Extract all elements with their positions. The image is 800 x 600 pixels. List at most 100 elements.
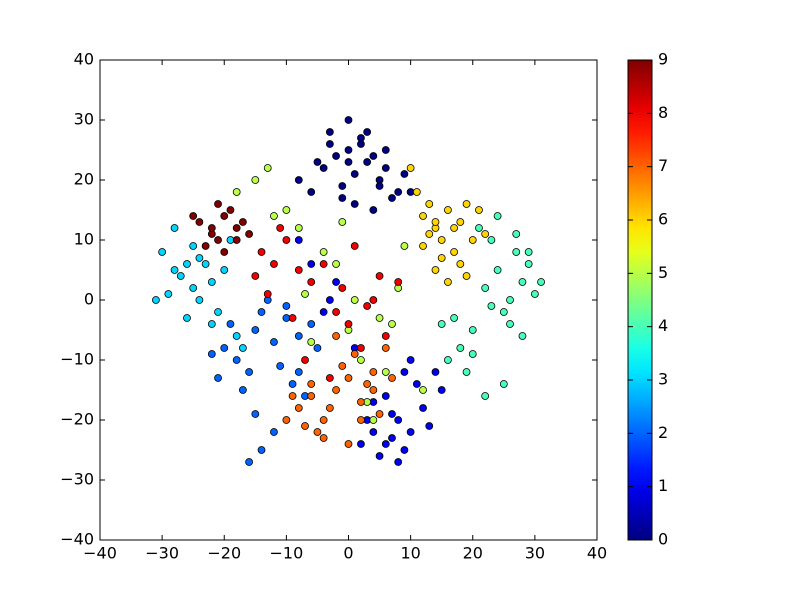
point bbox=[357, 440, 365, 448]
point bbox=[170, 266, 179, 274]
point bbox=[214, 308, 222, 316]
point bbox=[388, 320, 396, 328]
point bbox=[350, 296, 359, 304]
point bbox=[481, 392, 490, 400]
point bbox=[537, 278, 545, 286]
point bbox=[325, 296, 334, 304]
colorbar-tick-label: 5 bbox=[658, 263, 668, 282]
point bbox=[506, 320, 514, 328]
plot-frame bbox=[99, 59, 598, 541]
point bbox=[456, 260, 465, 268]
colorbar-tick-label: 2 bbox=[658, 423, 668, 442]
point bbox=[251, 326, 260, 334]
colorbar-tick-label: 0 bbox=[658, 530, 668, 549]
point bbox=[294, 368, 303, 376]
point bbox=[344, 320, 353, 328]
point bbox=[325, 140, 334, 148]
point bbox=[282, 416, 291, 424]
point bbox=[307, 392, 316, 400]
point bbox=[164, 290, 173, 298]
point bbox=[437, 254, 446, 262]
point bbox=[388, 374, 396, 382]
point bbox=[375, 182, 384, 190]
point bbox=[332, 260, 340, 268]
point bbox=[369, 416, 378, 424]
point bbox=[388, 410, 396, 418]
colorbar bbox=[627, 59, 653, 541]
point bbox=[369, 152, 378, 160]
point bbox=[518, 332, 527, 340]
point bbox=[263, 290, 272, 298]
point bbox=[394, 458, 403, 466]
point bbox=[344, 116, 353, 124]
point bbox=[400, 170, 409, 178]
point bbox=[369, 206, 378, 214]
point bbox=[406, 428, 415, 436]
colorbar-tick-label: 1 bbox=[658, 476, 668, 495]
point bbox=[195, 296, 204, 304]
point bbox=[270, 428, 278, 436]
point bbox=[214, 200, 222, 208]
point bbox=[301, 290, 309, 298]
point bbox=[245, 458, 254, 466]
point bbox=[406, 356, 415, 364]
point bbox=[375, 410, 384, 418]
point bbox=[251, 272, 260, 280]
point bbox=[245, 230, 254, 238]
point bbox=[344, 440, 353, 448]
point bbox=[325, 128, 334, 136]
x-tick-label: 0 bbox=[343, 544, 353, 563]
point bbox=[158, 248, 167, 256]
point bbox=[313, 428, 322, 436]
point bbox=[350, 200, 359, 208]
point bbox=[201, 260, 210, 268]
x-tick-label: −40 bbox=[83, 544, 117, 563]
point bbox=[468, 236, 477, 244]
point bbox=[270, 338, 278, 346]
y-tick-label: −20 bbox=[60, 410, 94, 429]
point bbox=[381, 440, 390, 448]
point bbox=[481, 284, 490, 292]
point bbox=[307, 380, 316, 388]
point bbox=[388, 194, 396, 202]
point bbox=[294, 332, 303, 340]
point bbox=[518, 278, 527, 286]
point bbox=[419, 404, 427, 412]
point bbox=[220, 344, 229, 352]
point bbox=[214, 374, 222, 382]
point bbox=[257, 308, 266, 316]
point bbox=[400, 446, 409, 454]
point bbox=[207, 350, 216, 358]
point bbox=[524, 260, 533, 268]
point bbox=[282, 236, 291, 244]
y-tick-label: −10 bbox=[60, 350, 94, 369]
point bbox=[226, 206, 235, 214]
point bbox=[257, 446, 266, 454]
point bbox=[282, 302, 291, 310]
point bbox=[462, 272, 471, 280]
point bbox=[232, 332, 241, 340]
point bbox=[257, 248, 266, 256]
point bbox=[493, 212, 502, 220]
colorbar-tick-label: 7 bbox=[658, 156, 668, 175]
point bbox=[338, 284, 347, 292]
point bbox=[363, 128, 372, 136]
point bbox=[431, 368, 440, 376]
point bbox=[437, 236, 446, 244]
point bbox=[238, 344, 247, 352]
x-tick-label: −10 bbox=[269, 544, 303, 563]
point bbox=[499, 380, 508, 388]
point bbox=[307, 188, 316, 196]
point bbox=[214, 236, 222, 244]
point bbox=[301, 356, 309, 364]
point bbox=[183, 260, 191, 268]
point bbox=[344, 374, 353, 382]
point bbox=[400, 368, 409, 376]
point bbox=[369, 386, 378, 394]
point bbox=[207, 278, 216, 286]
point bbox=[245, 368, 254, 376]
point bbox=[319, 416, 328, 424]
point bbox=[207, 224, 216, 232]
point bbox=[357, 398, 365, 406]
point bbox=[338, 182, 347, 190]
